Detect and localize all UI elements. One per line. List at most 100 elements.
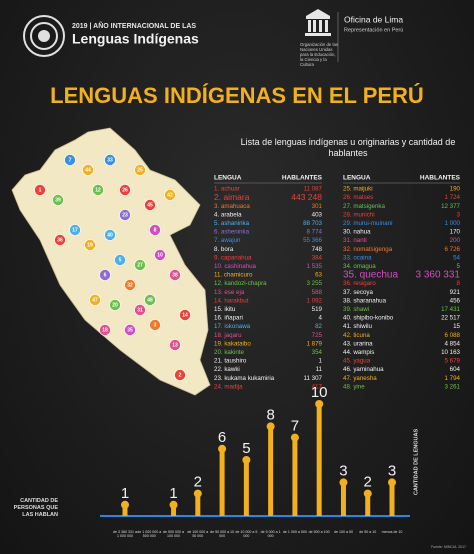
- language-name: 35. quechua: [343, 270, 398, 281]
- brand: Lenguas Indígenas: [72, 31, 199, 47]
- bar-value-label: 8: [266, 406, 274, 423]
- language-name: 6. asheninka: [214, 229, 250, 236]
- map-marker: [134, 304, 146, 316]
- language-speakers: 4 854: [445, 340, 461, 347]
- language-speakers: 1 879: [307, 340, 323, 347]
- language-name: 48. yine: [343, 383, 365, 390]
- bar-value-label: 3: [339, 462, 347, 479]
- bar: [316, 404, 322, 516]
- language-name: 18. jaqaru: [214, 332, 242, 339]
- language-name: 17. iskonawa: [214, 323, 251, 330]
- map-marker-label: 36: [57, 238, 63, 244]
- map-marker: [69, 224, 81, 236]
- language-name: 3. amahuaca: [214, 203, 250, 210]
- language-speakers: 301: [312, 203, 323, 210]
- language-speakers: 3: [457, 211, 461, 218]
- office: Oficina de Lima: [344, 14, 403, 24]
- y-axis-label: CANTIDAD DE LENGUAS: [413, 429, 419, 496]
- language-name: 37. secoya: [343, 289, 373, 296]
- language-speakers: 519: [312, 306, 323, 313]
- bar-cap: [218, 444, 227, 453]
- map-marker: [52, 194, 64, 206]
- language-name: 9. capanahua: [214, 254, 252, 261]
- peru-map: [11, 127, 211, 396]
- bar-value-label: 6: [218, 429, 226, 446]
- language-name: 7. awajun: [214, 237, 241, 244]
- map-marker-label: 1: [39, 188, 42, 194]
- language-speakers: 1 535: [307, 263, 323, 270]
- map-marker: [82, 164, 94, 176]
- col-speakers: HABLANTES: [420, 175, 461, 182]
- language-speakers: 417: [312, 383, 323, 390]
- map-marker: [89, 294, 101, 306]
- map-marker-label: 2: [179, 373, 182, 379]
- map-marker-label: 39: [55, 198, 61, 204]
- map-marker: [179, 309, 191, 321]
- bar-value-label: 1: [169, 485, 177, 502]
- language-name: 43. urarina: [343, 340, 373, 347]
- map-marker: [169, 269, 181, 281]
- language-speakers: 17 431: [441, 306, 460, 313]
- bar-value-label: 5: [242, 440, 250, 457]
- map-marker: [114, 254, 126, 266]
- language-speakers: 82: [315, 323, 322, 330]
- unesco-text: Organización de las Naciones Unidas para…: [300, 42, 338, 67]
- language-speakers: 55 366: [303, 237, 322, 244]
- language-name: 40. shipibo-konibo: [343, 315, 394, 322]
- language-name: 46. yaminahua: [343, 366, 384, 373]
- language-name: 32. nomatsigenga: [343, 246, 393, 253]
- language-speakers: 725: [312, 332, 323, 339]
- language-speakers: 12 377: [441, 203, 460, 210]
- map-marker: [174, 369, 186, 381]
- map-marker-label: 26: [122, 188, 128, 194]
- map-marker: [149, 224, 161, 236]
- bar-cap: [315, 400, 324, 408]
- bar-cap: [388, 478, 396, 487]
- map-marker: [119, 184, 131, 196]
- language-speakers: 443 248: [291, 192, 322, 202]
- x-tick-label: de 500 000 a 100 000: [163, 530, 185, 539]
- x-axis-label: CANTIDAD DE PERSONAS QUE LAS HABLAN: [13, 498, 58, 518]
- map-marker-label: 48: [147, 298, 153, 304]
- language-speakers: 6 726: [445, 246, 461, 253]
- bar-cap: [193, 489, 202, 498]
- language-speakers: 190: [450, 186, 461, 193]
- language-speakers: 63: [315, 272, 322, 279]
- bar: [292, 437, 298, 516]
- language-speakers: 604: [450, 366, 461, 373]
- map-marker: [164, 189, 176, 201]
- map-marker: [169, 339, 181, 351]
- language-name: 27. matsigenka: [343, 203, 386, 210]
- x-tick-label: de 500 a 100: [308, 530, 330, 534]
- map-marker-label: 25: [137, 168, 143, 174]
- map-marker: [144, 294, 156, 306]
- bar: [219, 448, 225, 516]
- language-name: 1. achuar: [214, 186, 240, 193]
- map-marker: [99, 269, 111, 281]
- bar: [365, 493, 371, 516]
- language-speakers: 11 087: [304, 186, 323, 193]
- map-marker-label: 14: [182, 313, 188, 319]
- map-marker-label: 23: [122, 213, 128, 219]
- map-marker-label: 7: [69, 158, 72, 164]
- x-tick-label: de 100 a 50: [333, 530, 353, 534]
- map-marker-label: 40: [107, 233, 113, 239]
- logo-emblem: [23, 15, 65, 57]
- language-speakers: 8: [457, 280, 461, 287]
- map-marker: [104, 154, 116, 166]
- bar-value-label: 10: [311, 384, 328, 401]
- map-marker: [124, 324, 136, 336]
- map-marker-label: 17: [72, 228, 78, 234]
- map-marker-label: 35: [127, 328, 133, 334]
- bar: [171, 504, 177, 516]
- language-speakers: 1 724: [445, 194, 461, 201]
- language-speakers: 3 261: [445, 383, 461, 390]
- map-marker-label: 3: [154, 323, 157, 329]
- map-marker: [134, 164, 146, 176]
- language-name: 38. sharanahua: [343, 297, 387, 304]
- office-sub: Representación en Perú: [344, 27, 403, 33]
- x-tick-label: de 100 000 a 50 000: [187, 530, 209, 539]
- bar-value-label: 7: [291, 418, 299, 435]
- map-marker-label: 47: [92, 298, 98, 304]
